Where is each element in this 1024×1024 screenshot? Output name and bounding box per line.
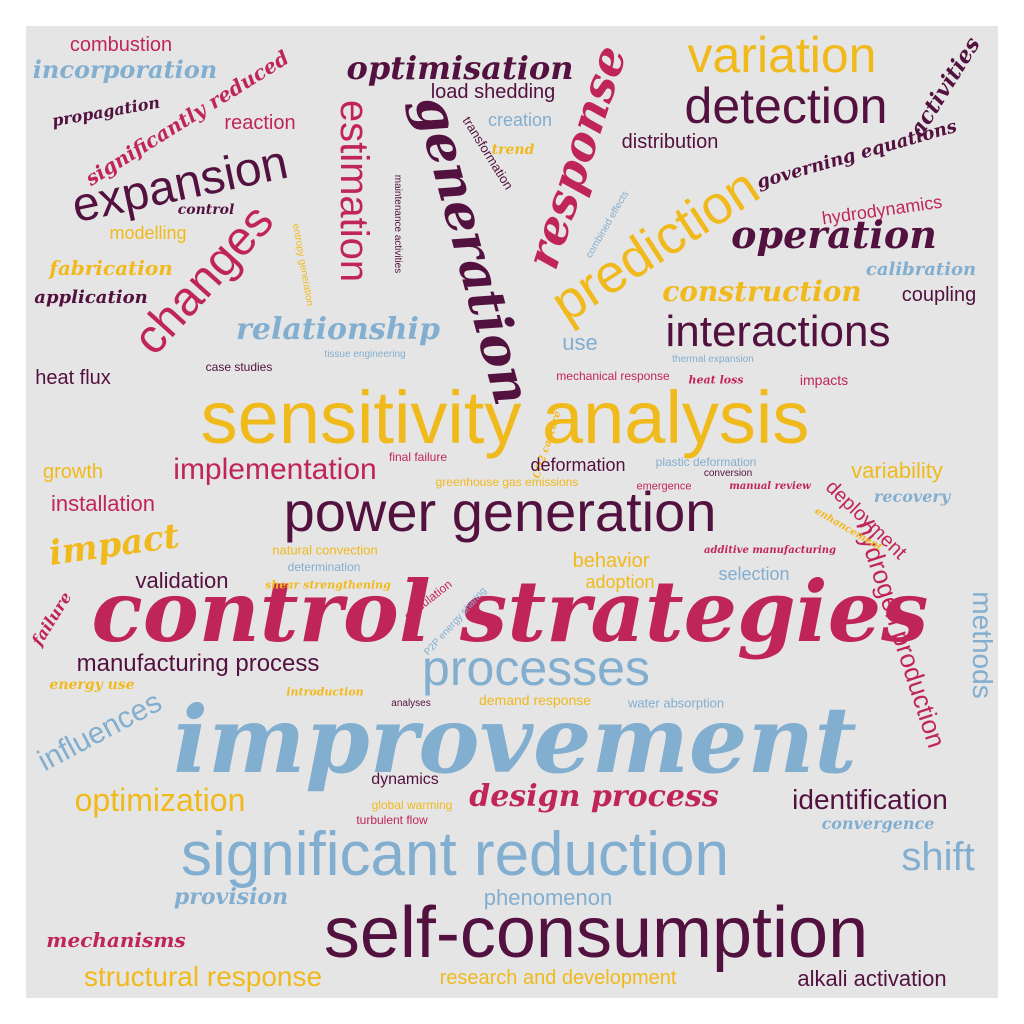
word-fabrication: fabrication [49,256,173,280]
word-improvement: improvement [173,686,857,794]
word-calibration: calibration [865,259,977,280]
word-optimisation: optimisation [346,49,574,87]
word-identification: identification [792,784,948,815]
word-combustion: combustion [69,34,173,56]
word-significant-reduction: significant reduction [181,820,729,889]
word-cloud: sensitivity analysis control strategies im… [26,26,998,998]
word-estimation: estimation [332,99,376,283]
word-analyses: analyses [391,698,431,709]
word-phenomenon: phenomenon [483,885,613,910]
word-use: use [562,330,598,355]
word-convergence: convergence [821,814,935,833]
word-creation: creation [487,110,553,130]
word-additive-manufacturing: additive manufacturing [703,545,837,556]
word-failure: failure [27,588,76,650]
word-installation: installation [51,491,155,516]
word-provision: provision [173,884,289,910]
word-determination: determination [287,560,361,574]
word-propagation: propagation [50,92,162,131]
word-shift: shift [901,835,975,879]
word-structural-response: structural response [83,961,323,992]
word-variability: variability [851,458,943,483]
word-behavior: behavior [572,550,650,572]
word-design-process: design process [469,779,719,814]
word-validation: validation [135,568,229,593]
word-introduction: introduction [286,685,364,699]
word-selection: selection [718,564,790,584]
word-thermal-expansion: thermal expansion [672,354,754,365]
word-water-absorption: water absorption [627,695,725,711]
word-shear-strengthening: shear strengthening [265,578,391,592]
word-deformation: deformation [530,455,626,475]
word-construction: construction [662,275,862,308]
word-sensitivity-analysis: sensitivity analysis [200,376,810,459]
word-manual-review: manual review [729,481,811,492]
word-trend: trend [491,142,535,158]
word-greenhouse-gas-emissions: greenhouse gas emissions [435,475,579,489]
word-methods: methods [967,591,998,699]
word-processes: processes [422,640,650,696]
word-mechanisms: mechanisms [46,928,186,952]
word-conversion: conversion [703,468,753,479]
word-global-warming: global warming [371,798,453,812]
word-detection: detection [684,78,888,134]
word-heat-flux: heat flux [35,367,111,389]
word-relationship: relationship [236,312,440,347]
word-control-strategies: control strategies [91,562,929,661]
word-optimization: optimization [74,782,246,818]
word-case-studies: case studies [205,360,273,374]
word-impacts: impacts [799,372,849,388]
word-influences: influences [32,685,168,778]
word-implementation: implementation [173,453,377,486]
word-distribution: distribution [621,131,719,153]
word-recovery: recovery [873,487,951,506]
word-modelling: modelling [109,223,187,243]
word-application: application [34,287,148,308]
word-dynamics: dynamics [371,771,439,788]
word-research-and-development: research and development [439,967,677,989]
word-load-shedding: load shedding [430,81,556,103]
word-emergence: emergence [636,480,692,493]
word-operation: operation [731,212,937,257]
word-final-failure: final failure [388,450,448,464]
word-entropy-generation: entropy generation [289,222,316,307]
word-interactions: interactions [665,307,891,356]
word-incorporation: incorporation [32,55,218,84]
word-demand-response: demand response [478,692,592,708]
word-adoption: adoption [585,572,655,592]
word-tissue-engineering: tissue engineering [324,349,406,360]
word-alkali-activation: alkali activation [797,966,947,991]
word-maintenance-activities: maintenance activities [392,174,403,274]
word-variation: variation [687,27,877,83]
word-coupling: coupling [901,284,977,306]
word-mechanical-response: mechanical response [556,369,670,383]
word-plastic-deformation: plastic deformation [655,455,757,469]
word-natural-convection: natural convection [272,542,378,558]
word-control: control [177,202,235,218]
word-growth: growth [42,461,104,483]
word-reaction: reaction [224,112,296,134]
word-energy-use: energy use [49,677,135,693]
word-heat-loss: heat loss [688,373,744,387]
word-turbulent-flow: turbulent flow [356,813,428,827]
word-power-generation: power generation [283,480,717,543]
word-manufacturing-process: manufacturing process [76,650,320,677]
word-self-consumption: self-consumption [323,893,869,973]
